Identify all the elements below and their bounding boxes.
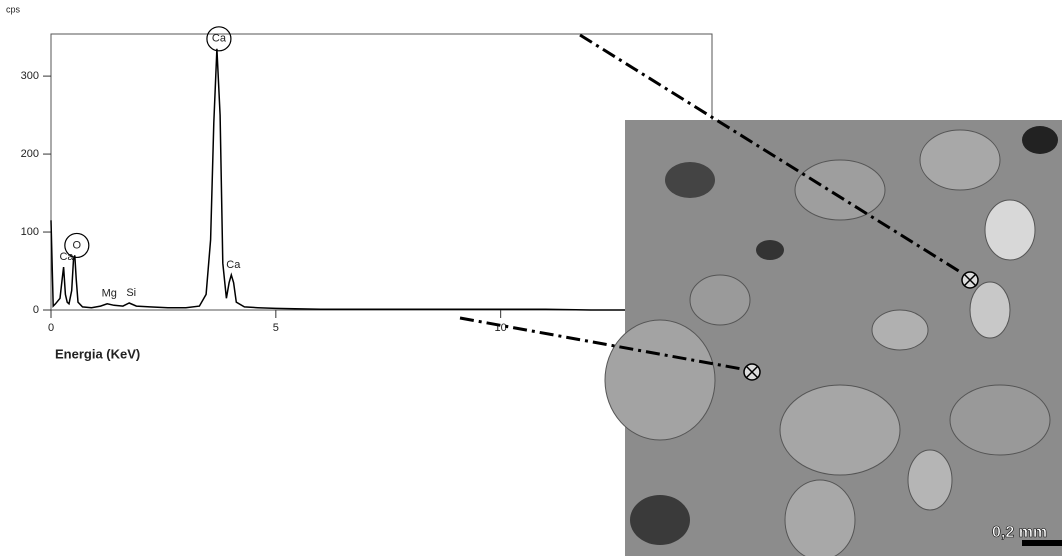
- plot-frame: [51, 34, 712, 310]
- peak-label: O: [73, 239, 82, 251]
- x-tick-label: 0: [48, 322, 54, 334]
- peak-label: Mg: [102, 288, 117, 300]
- x-tick-label: 5: [273, 322, 279, 334]
- peak-label: Ca: [212, 33, 227, 45]
- y-tick-label: 200: [21, 148, 39, 160]
- x-axis-label: Energia (KeV): [55, 346, 140, 361]
- y-axis-label: cps: [6, 4, 21, 14]
- y-tick-label: 0: [33, 304, 39, 316]
- peak-label: Ca: [226, 259, 241, 271]
- spectrum-line: [51, 49, 681, 310]
- y-tick-label: 100: [21, 226, 39, 238]
- peak-label: Si: [126, 287, 136, 299]
- sem-image: [605, 120, 1062, 556]
- scale-label: 0,2 mm: [992, 524, 1047, 541]
- y-tick-label: 300: [21, 70, 39, 82]
- figure: cps Energia (KeV) 01002003000510CaOMgSiC…: [0, 0, 1062, 556]
